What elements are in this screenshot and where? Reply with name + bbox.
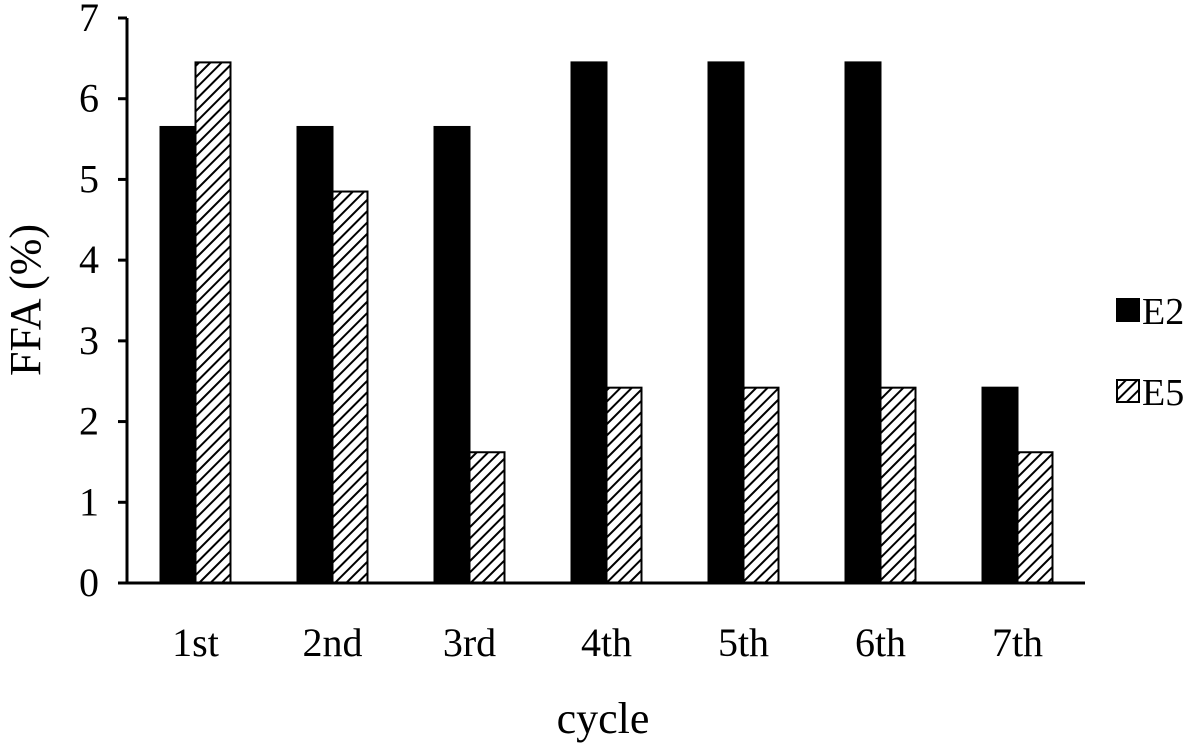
x-tick-label: 6th xyxy=(855,620,906,665)
bar-e5-6th xyxy=(879,386,917,584)
plot-area xyxy=(159,61,1054,585)
bar-e5-4th xyxy=(605,386,643,584)
bar-e2-5th xyxy=(707,61,745,584)
bar-e2-2nd xyxy=(296,125,334,584)
y-tick-label: 2 xyxy=(79,399,99,444)
legend-label-e2: E2 xyxy=(1142,291,1184,333)
bar-e5-2nd xyxy=(331,190,369,585)
bar-e5-3rd xyxy=(468,451,506,584)
y-axis-title: FFA (%) xyxy=(1,224,50,376)
x-axis-title: cycle xyxy=(557,694,650,743)
y-tick-label: 4 xyxy=(79,237,99,282)
x-tick-label: 4th xyxy=(581,620,632,665)
y-tick-label: 3 xyxy=(79,318,99,363)
y-tick-label: 6 xyxy=(79,76,99,121)
bar-e5-1st xyxy=(194,61,232,584)
y-tick-label: 0 xyxy=(79,560,99,605)
bar-e2-7th xyxy=(981,386,1019,584)
x-tick-label: 2nd xyxy=(303,620,363,665)
legend: E2 E5 xyxy=(1116,291,1184,414)
bar-e2-3rd xyxy=(433,125,471,584)
bar-e2-4th xyxy=(570,61,608,584)
y-tick-label: 5 xyxy=(79,156,99,201)
bar-e2-6th xyxy=(844,61,882,584)
x-axis: 1st 2nd 3rd 4th 5th 6th 7th xyxy=(127,581,1085,665)
x-tick-label: 5th xyxy=(718,620,769,665)
x-tick-label: 1st xyxy=(172,620,219,665)
bar-e5-5th xyxy=(742,386,780,584)
y-tick-label: 1 xyxy=(79,479,99,524)
legend-swatch-e2 xyxy=(1116,298,1140,322)
legend-label-e5: E5 xyxy=(1142,372,1184,414)
x-tick-label: 3rd xyxy=(443,620,496,665)
bar-e2-1st xyxy=(159,125,197,584)
legend-swatch-e5 xyxy=(1116,379,1140,403)
y-tick-label: 7 xyxy=(79,0,99,40)
y-axis: 0 1 2 3 4 5 6 7 xyxy=(79,0,129,605)
x-tick-label: 7th xyxy=(992,620,1043,665)
bar-e5-7th xyxy=(1016,451,1054,584)
